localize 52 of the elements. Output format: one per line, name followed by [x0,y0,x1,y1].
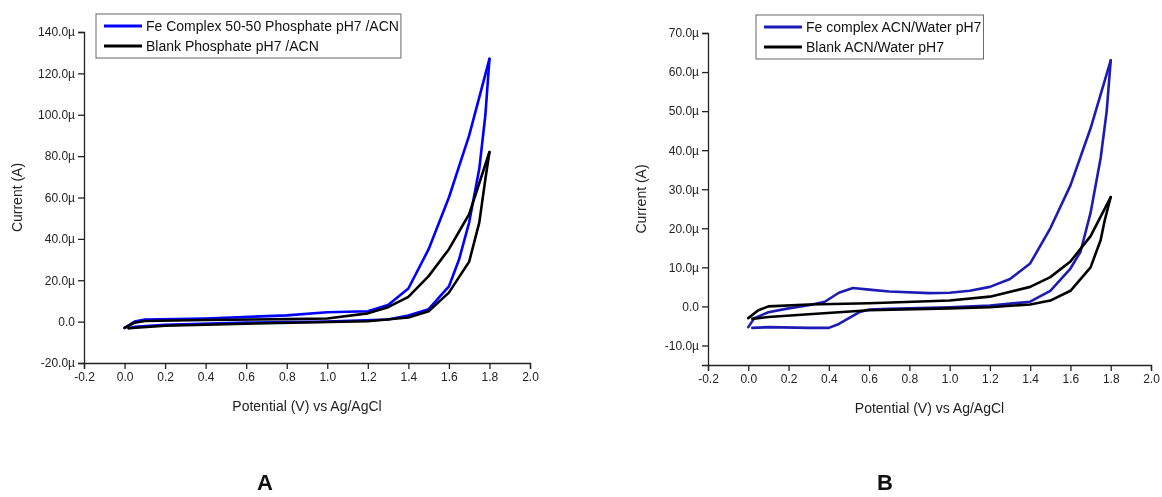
y-axis-title: Current (A) [9,162,25,233]
x-tick-label: 0.4 [197,369,215,384]
y-tick-label: 30.0µ [668,182,700,197]
x-tick-label: 0.0 [116,369,134,384]
y-tick-label: -10.0µ [664,338,700,353]
x-tick-label: 0.6 [861,371,879,386]
text: A [257,470,274,495]
legend-label: Fe complex ACN/Water pH7 [806,19,982,35]
x-tick-label: 0.6 [238,369,256,384]
x-tick-label: 1.0 [319,369,337,384]
x-tick-label: 2.0 [522,369,540,384]
y-tick-label: 70.0µ [668,26,700,41]
x-tick-label: 0.4 [820,371,838,386]
x-tick-label: 1.4 [400,369,418,384]
x-tick-label: 1.8 [1102,371,1120,386]
y-tick-label: 0.0 [682,299,700,314]
y-tick-label: 140.0µ [38,25,76,40]
y-tick-label: 80.0µ [44,149,76,164]
y-tick-label: 40.0µ [668,143,700,158]
x-tick-label: 1.2 [982,371,1000,386]
y-tick-label: -20.0µ [40,356,76,371]
y-tick-label: 0.0 [58,314,76,329]
x-tick-label: 1.6 [1062,371,1080,386]
x-tick-label: 0.2 [157,369,175,384]
y-tick-label: 60.0µ [44,190,76,205]
y-tick-label: 10.0µ [668,260,700,275]
y-tick-label: 20.0µ [668,221,700,236]
y-tick-label: 50.0µ [668,104,700,119]
x-tick-label: -0.2 [698,371,720,386]
x-axis-title: Potential (V) vs Ag/AgCl [854,400,1005,416]
legend-label: Blank Phosphate pH7 /ACN [146,38,319,54]
x-tick-label: 1.4 [1022,371,1040,386]
y-tick-label: 120.0µ [38,66,76,81]
legend-label: Fe Complex 50-50 Phosphate pH7 /ACN [146,18,399,34]
legend-label: Blank ACN/Water pH7 [806,39,945,55]
x-tick-label: 0.8 [278,369,296,384]
x-axis-title: Potential (V) vs Ag/AgCl [232,398,382,414]
y-tick-label: 100.0µ [38,108,76,123]
x-tick-label: 2.0 [1143,371,1161,386]
y-tick-label: 60.0µ [668,65,700,80]
x-tick-label: 1.6 [441,369,459,384]
x-tick-label: 1.8 [481,369,499,384]
y-tick-label: 20.0µ [44,273,76,288]
x-tick-label: 0.8 [901,371,919,386]
x-tick-label: 0.2 [780,371,798,386]
text: B [877,470,893,495]
y-tick-label: 40.0µ [44,232,76,247]
x-tick-label: 1.2 [359,369,377,384]
x-tick-label: 0.0 [740,371,758,386]
x-tick-label: -0.2 [74,369,96,384]
y-axis-title: Current (A) [633,164,649,234]
x-tick-label: 1.0 [941,371,959,386]
